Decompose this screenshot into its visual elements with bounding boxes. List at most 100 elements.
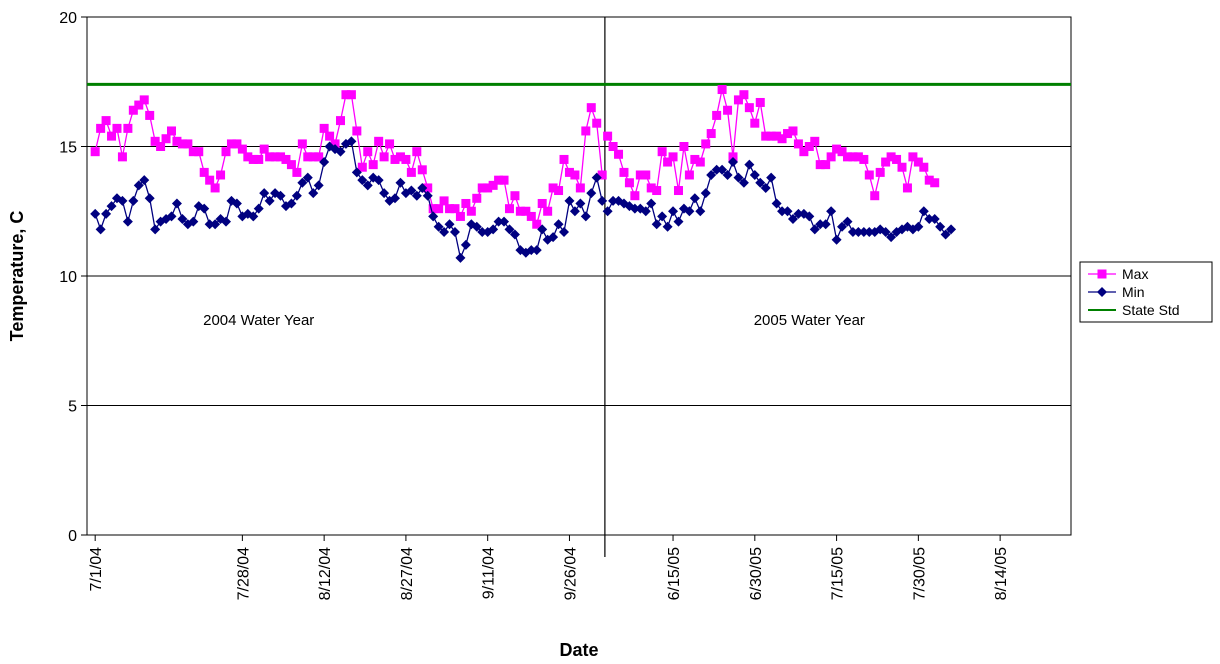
data-point-min <box>509 229 520 240</box>
data-point-max <box>205 175 215 185</box>
data-point-max <box>483 183 493 193</box>
data-point-max <box>548 183 558 193</box>
data-point-max <box>701 139 711 149</box>
data-point-max <box>717 85 727 95</box>
data-point-min <box>809 224 820 235</box>
data-point-max <box>826 152 836 162</box>
data-point-max <box>292 167 302 177</box>
data-point-max <box>390 154 400 164</box>
data-point-max <box>543 206 553 216</box>
data-point-min <box>253 203 264 214</box>
x-tick-label: 9/11/04 <box>481 547 498 599</box>
data-point-max <box>161 134 171 144</box>
data-point-min <box>760 182 771 193</box>
y-tick-label: 10 <box>59 269 77 286</box>
data-point-min <box>166 211 177 222</box>
annotation-2004-water-year: 2004 Water Year <box>203 312 314 329</box>
data-point-max <box>875 167 885 177</box>
data-point-max <box>308 152 318 162</box>
data-point-max <box>733 95 743 105</box>
data-point-min <box>221 216 232 227</box>
data-point-max <box>739 90 749 100</box>
data-point-min <box>858 226 869 237</box>
data-point-max <box>663 157 673 167</box>
data-point-min <box>782 206 793 217</box>
data-point-max <box>902 183 912 193</box>
data-point-min <box>569 206 580 217</box>
x-tick-label: 8/14/05 <box>993 547 1010 600</box>
data-point-min <box>668 206 679 217</box>
data-point-min <box>204 219 215 230</box>
data-point-min <box>449 226 460 237</box>
x-tick-label: 6/30/05 <box>748 547 765 600</box>
data-point-max <box>455 211 465 221</box>
x-tick-label: 7/30/05 <box>911 547 928 600</box>
data-point-max <box>417 165 427 175</box>
x-axis-title: Date <box>559 640 598 660</box>
data-point-min <box>499 216 510 227</box>
data-point-max <box>913 157 923 167</box>
data-point-max <box>586 103 596 113</box>
data-point-min <box>591 172 602 183</box>
data-point-max <box>428 204 438 214</box>
data-point-min <box>640 206 651 217</box>
data-point-min <box>406 185 417 196</box>
data-point-max <box>886 152 896 162</box>
data-point-max <box>668 152 678 162</box>
data-point-max <box>166 126 176 136</box>
data-point-max <box>188 147 198 157</box>
x-axis: 7/1/04 7/28/04 8/12/04 8/27/04 9/11/04 9/26/0… <box>88 535 1010 600</box>
legend-label-max: Max <box>1122 266 1148 282</box>
data-point-max <box>564 167 574 177</box>
data-point-max <box>281 154 291 164</box>
data-point-min <box>586 188 597 199</box>
data-point-max <box>363 147 373 157</box>
data-point-min <box>171 198 182 209</box>
data-point-max <box>172 136 182 146</box>
data-point-max <box>335 116 345 126</box>
data-point-min <box>564 195 575 206</box>
data-point-min <box>439 226 450 237</box>
series-line-min-segment-2 <box>607 160 952 242</box>
data-point-max <box>297 139 307 149</box>
data-point-max <box>859 154 869 164</box>
legend-marker-max <box>1097 269 1107 279</box>
data-point-max <box>488 180 498 190</box>
data-point-max <box>450 204 460 214</box>
data-point-max <box>248 154 258 164</box>
data-point-min <box>602 206 613 217</box>
data-point-max <box>635 170 645 180</box>
data-point-max <box>532 219 542 229</box>
data-point-max <box>112 123 122 133</box>
data-point-min <box>684 206 695 217</box>
data-point-min <box>133 180 144 191</box>
data-point-max <box>614 149 624 159</box>
x-tick-label: 7/15/05 <box>830 547 847 600</box>
data-point-min <box>700 188 711 199</box>
data-point-max <box>652 186 662 196</box>
data-point-min <box>575 198 586 209</box>
data-point-max <box>772 131 782 141</box>
data-point-min <box>815 219 826 230</box>
legend-marker-min <box>1097 287 1107 297</box>
data-point-min <box>608 195 619 206</box>
y-tick-label: 5 <box>68 399 77 416</box>
data-point-min <box>646 198 657 209</box>
data-point-max <box>799 147 809 157</box>
data-point-min <box>728 157 739 168</box>
data-point-max <box>646 183 656 193</box>
data-point-max <box>657 147 667 157</box>
data-point-max <box>723 105 733 115</box>
data-point-max <box>199 167 209 177</box>
data-point-max <box>919 162 929 172</box>
data-point-max <box>237 144 247 154</box>
data-point-min <box>210 219 221 230</box>
data-point-max <box>472 193 482 203</box>
data-point-min <box>264 195 275 206</box>
data-point-min <box>139 175 150 186</box>
data-point-max <box>145 110 155 120</box>
data-point-min <box>913 221 924 232</box>
series-group <box>87 82 1071 263</box>
